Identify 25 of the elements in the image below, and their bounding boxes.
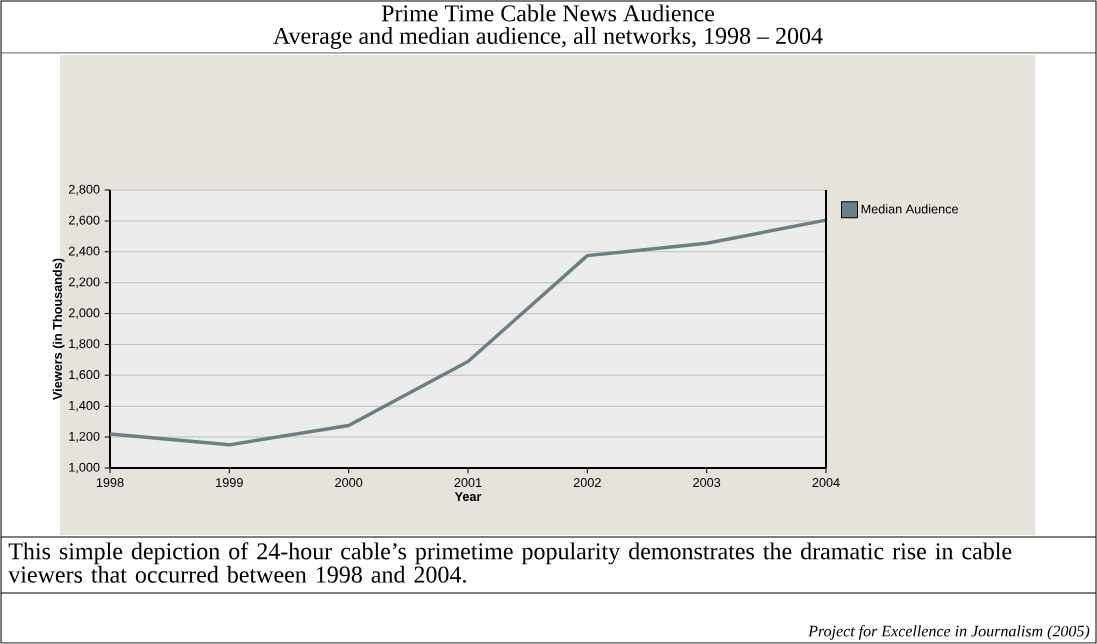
y-tick-label: 1,200 bbox=[69, 431, 100, 443]
y-tick-label: 2,600 bbox=[68, 215, 100, 227]
y-tick-label: 2,800 bbox=[68, 184, 100, 196]
line-series bbox=[108, 218, 828, 447]
x-tick-label: 2000 bbox=[335, 478, 363, 488]
x-tick-label: 2004 bbox=[812, 478, 840, 488]
y-tick-label: 2,000 bbox=[68, 308, 100, 319]
x-axis-title: Year bbox=[454, 492, 482, 502]
chart-title: Prime Time Cable News Audience bbox=[381, 4, 715, 22]
legend-label: Median Audience bbox=[861, 204, 958, 214]
y-tick-label: 1,000 bbox=[69, 462, 100, 474]
x-tick-label: 1998 bbox=[96, 478, 124, 488]
y-tick-label: 2,400 bbox=[68, 246, 100, 258]
text: This simple depiction of 24-hour cable’s primetime popularity demonstrates the dramatic rise in cable viewers that occurred between 1998 and 2004. bbox=[8, 542, 1012, 583]
x-tick-label: 1999 bbox=[216, 478, 243, 488]
y-tick-label: 2,200 bbox=[68, 277, 100, 288]
y-tick-label: 1,400 bbox=[69, 401, 100, 412]
x-tick-label: 2002 bbox=[573, 478, 601, 488]
text: Project for Excellence in Journalism (2005) bbox=[808, 625, 1090, 640]
y-axis-title: Viewers (in Thousands) bbox=[52, 258, 65, 400]
y-tick-label: 1,600 bbox=[69, 370, 100, 381]
y-tick-label: 1,800 bbox=[69, 339, 100, 350]
chart-subtitle: Average and median audience, all networks, 1998 – 2004 bbox=[273, 27, 823, 49]
x-tick-label: 2001 bbox=[454, 478, 482, 488]
x-tick-label: 2003 bbox=[693, 478, 721, 488]
